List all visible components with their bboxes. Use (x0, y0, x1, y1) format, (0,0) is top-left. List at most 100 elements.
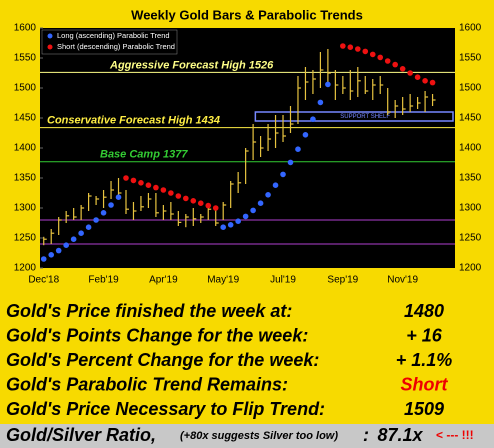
y-tick-label: 1250 (14, 233, 37, 244)
parabolic-dot (362, 48, 369, 55)
level-label: Conservative Forecast High 1434 (47, 115, 220, 127)
parabolic-dot (280, 171, 286, 178)
support-shelf (254, 111, 454, 122)
y-tick-label: 1450 (14, 113, 37, 124)
parabolic-dot (340, 43, 346, 49)
parabolic-dot (287, 159, 294, 166)
y-tick-label: 1600 (14, 23, 37, 34)
summary-value: 1480 (404, 301, 444, 321)
parabolic-dot (115, 194, 122, 200)
legend-marker (47, 44, 53, 50)
parabolic-dot (40, 256, 47, 262)
parabolic-dot (183, 195, 189, 202)
chart-title: Weekly Gold Bars & Parabolic Trends (131, 7, 363, 22)
parabolic-dot (265, 192, 271, 198)
parabolic-dot (55, 247, 62, 254)
parabolic-dot (197, 200, 204, 206)
parabolic-dot (310, 116, 316, 122)
legend-marker (47, 33, 53, 39)
y2-tick-label: 1300 (459, 203, 482, 214)
y2-tick-label: 1500 (459, 83, 482, 94)
parabolic-dot (145, 182, 152, 188)
parabolic-dot (392, 61, 398, 68)
summary-label: Gold's Price Necessary to Flip Trend: (6, 399, 325, 419)
legend (41, 29, 178, 55)
parabolic-dot (317, 99, 324, 106)
x-tick-label: Sep'19 (327, 275, 358, 286)
legend-label: Long (ascending) Parabolic Trend (57, 31, 170, 40)
y2-tick-label: 1350 (459, 173, 482, 184)
ratio-band (0, 424, 494, 448)
ratio-label: Gold/Silver Ratio, (6, 425, 156, 445)
ratio-alert: < --- !!! (436, 428, 474, 442)
parabolic-dot (100, 210, 107, 216)
y2-tick-label: 1450 (459, 113, 482, 124)
parabolic-dot (168, 190, 174, 196)
parabolic-dot (369, 51, 376, 58)
parabolic-dot (347, 44, 354, 50)
parabolic-dot (212, 205, 219, 211)
parabolic-dot (384, 58, 391, 64)
x-tick-label: Dec'18 (28, 275, 59, 286)
parabolic-dot (63, 242, 69, 248)
y-tick-label: 1400 (14, 143, 37, 154)
parabolic-dot (78, 230, 84, 236)
summary-label: Gold's Price finished the week at: (6, 301, 292, 321)
parabolic-dot (235, 218, 241, 224)
y-tick-label: 1550 (14, 53, 37, 64)
y2-tick-label: 1400 (459, 143, 482, 154)
parabolic-dot (414, 74, 421, 80)
x-tick-label: May'19 (207, 275, 239, 286)
parabolic-dot (354, 46, 361, 52)
parabolic-dot (242, 213, 249, 220)
ratio-sep: : (363, 425, 369, 445)
y2-tick-label: 1200 (459, 263, 482, 274)
parabolic-dot (429, 79, 436, 86)
x-tick-label: Feb'19 (88, 275, 119, 286)
parabolic-dot (325, 81, 331, 88)
parabolic-dot (130, 177, 137, 184)
parabolic-dot (205, 202, 212, 209)
summary-label: Gold's Parabolic Trend Remains: (6, 374, 288, 394)
legend-label: Short (descending) Parabolic Trend (57, 42, 175, 51)
parabolic-dot (399, 66, 406, 72)
parabolic-dot (138, 180, 144, 186)
parabolic-dot (190, 198, 197, 204)
y-tick-label: 1500 (14, 83, 37, 94)
summary-value: + 16 (406, 325, 443, 345)
x-tick-label: Apr'19 (149, 275, 178, 286)
parabolic-dot (123, 175, 129, 181)
ratio-note: (+80x suggests Silver too low) (180, 430, 338, 442)
parabolic-dot (153, 184, 159, 191)
parabolic-dot (422, 78, 428, 84)
y2-tick-label: 1250 (459, 233, 482, 244)
parabolic-dot (160, 187, 167, 193)
parabolic-dot (48, 252, 55, 258)
summary-label: Gold's Percent Change for the week: (6, 350, 319, 370)
parabolic-dot (272, 182, 279, 188)
support-shelf-label: SUPPORT SHELF (340, 114, 390, 120)
parabolic-dot (407, 70, 413, 76)
parabolic-dot (220, 224, 226, 230)
summary-value: 1509 (404, 399, 444, 419)
level-label: Base Camp 1377 (100, 149, 188, 161)
summary-label: Gold's Points Change for the week: (6, 325, 308, 345)
y2-tick-label: 1550 (459, 53, 482, 64)
summary-value: + 1.1% (396, 350, 453, 370)
parabolic-dot (227, 222, 234, 228)
x-tick-label: Jul'19 (270, 275, 296, 286)
y-tick-label: 1300 (14, 203, 37, 214)
x-tick-label: Nov'19 (387, 275, 418, 286)
summary-value: Short (401, 374, 449, 394)
y2-tick-label: 1600 (459, 23, 482, 34)
parabolic-dot (175, 193, 182, 199)
y-tick-label: 1200 (14, 263, 37, 274)
y-tick-label: 1350 (14, 173, 37, 184)
parabolic-dot (377, 54, 384, 61)
parabolic-dot (295, 146, 301, 152)
parabolic-dot (108, 202, 114, 208)
ratio-value: 87.1x (377, 425, 423, 445)
parabolic-dot (70, 236, 77, 242)
level-label: Aggressive Forecast High 1526 (109, 59, 274, 71)
